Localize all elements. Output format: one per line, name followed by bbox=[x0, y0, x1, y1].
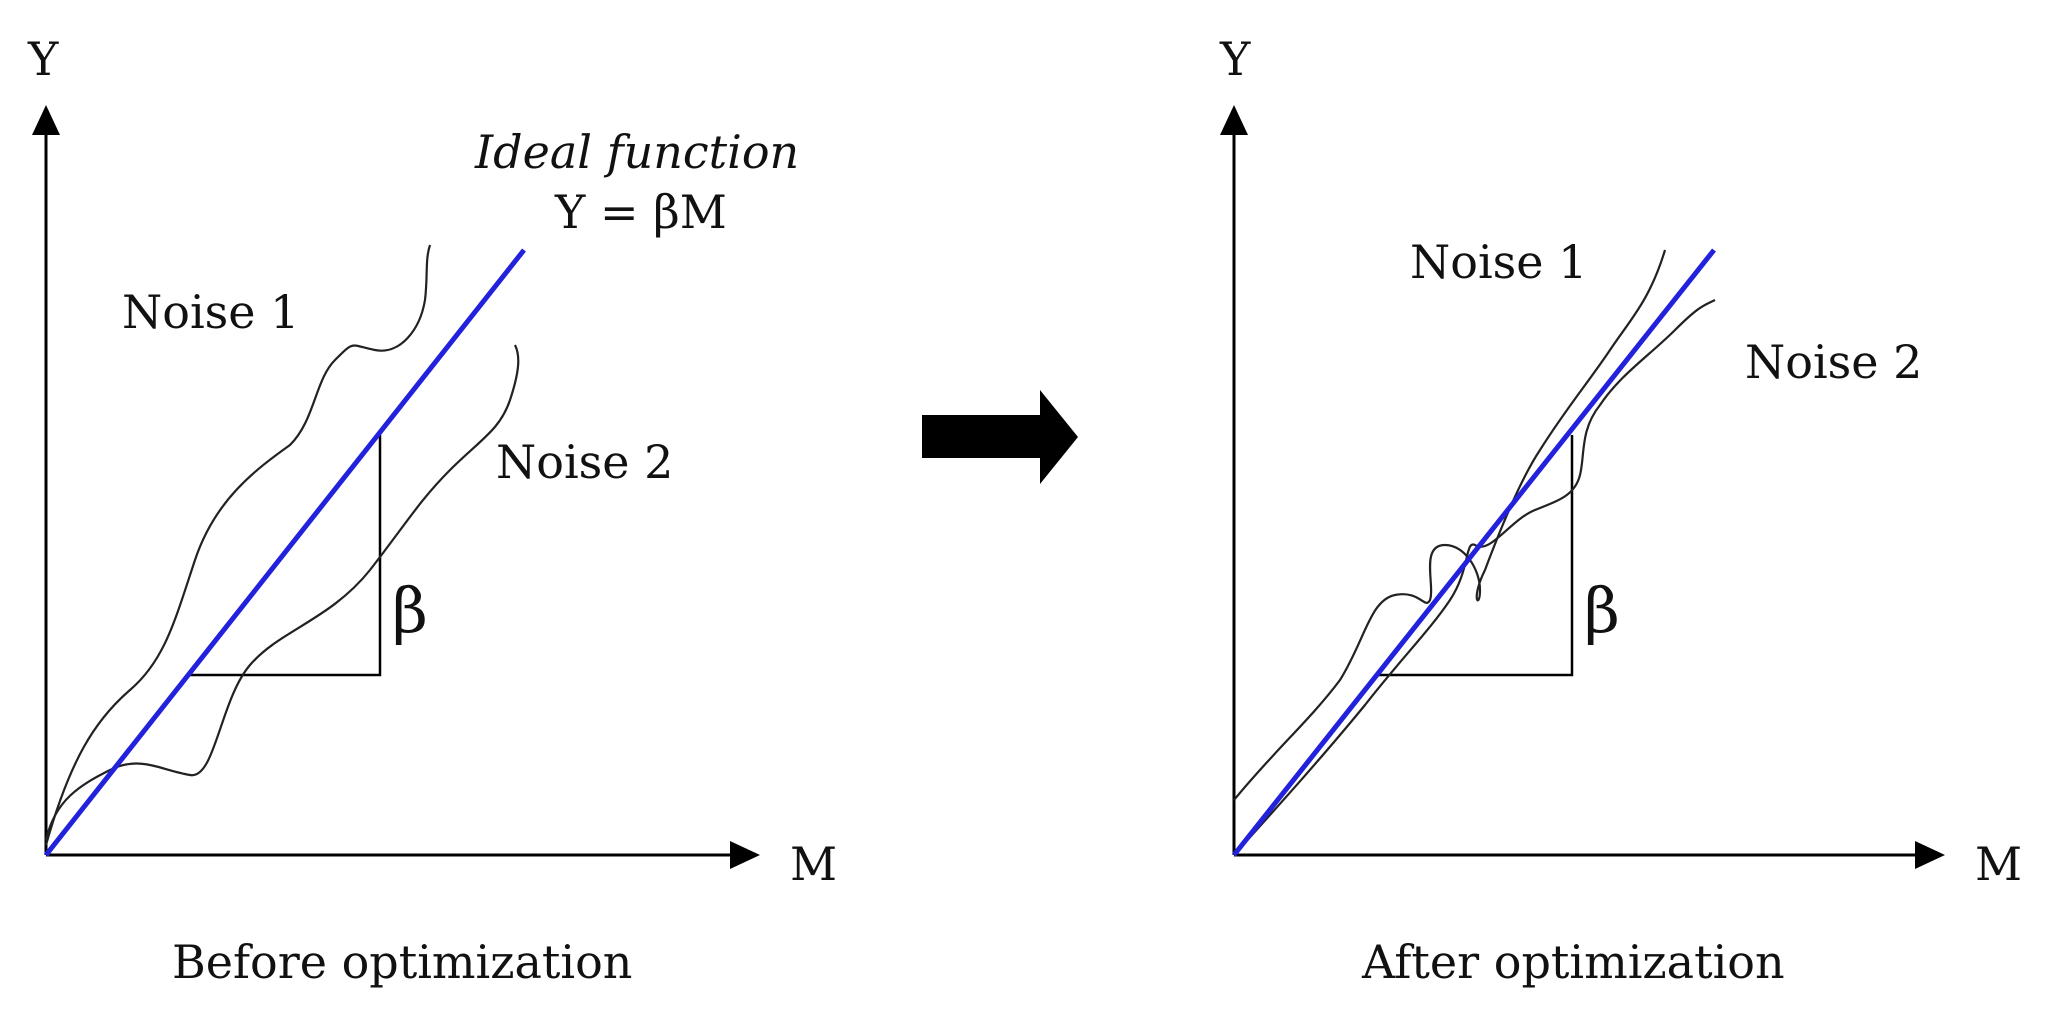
right-x-axis-label: M bbox=[1975, 837, 2022, 891]
left-ideal-function-line bbox=[44, 248, 526, 857]
right-noise2-curve bbox=[1233, 299, 1716, 856]
left-panel: Y M Ideal function Y = βM Noise 1 Noise … bbox=[27, 32, 837, 989]
right-caption: After optimization bbox=[1361, 935, 1785, 989]
left-x-axis bbox=[46, 841, 760, 869]
left-y-axis bbox=[32, 105, 60, 855]
left-noise2-curve bbox=[44, 344, 520, 841]
left-x-axis-label: M bbox=[790, 837, 837, 891]
left-noise1-curve bbox=[44, 244, 432, 846]
right-slope-label: β bbox=[1584, 574, 1620, 647]
left-ideal-function-equation: Y = βM bbox=[554, 185, 727, 239]
left-noise2-label: Noise 2 bbox=[496, 435, 673, 489]
left-noise1-label: Noise 1 bbox=[122, 285, 299, 339]
right-noise2-label: Noise 2 bbox=[1745, 335, 1922, 389]
right-panel: Y M Noise 1 Noise 2 β After optimization bbox=[1219, 32, 2022, 989]
left-caption: Before optimization bbox=[172, 935, 632, 989]
right-slope-triangle bbox=[1375, 435, 1574, 677]
left-y-axis-label: Y bbox=[27, 32, 59, 86]
left-slope-triangle bbox=[190, 435, 382, 677]
right-arrow-icon bbox=[922, 390, 1078, 484]
right-noise1-label: Noise 1 bbox=[1410, 235, 1587, 289]
left-ideal-function-title: Ideal function bbox=[474, 125, 799, 179]
left-slope-label: β bbox=[392, 574, 428, 647]
right-noise1-curve bbox=[1233, 249, 1667, 801]
right-ideal-function-line bbox=[1232, 248, 1716, 857]
right-x-axis bbox=[1234, 841, 1945, 869]
right-y-axis bbox=[1220, 105, 1248, 855]
right-y-axis-label: Y bbox=[1219, 32, 1251, 86]
